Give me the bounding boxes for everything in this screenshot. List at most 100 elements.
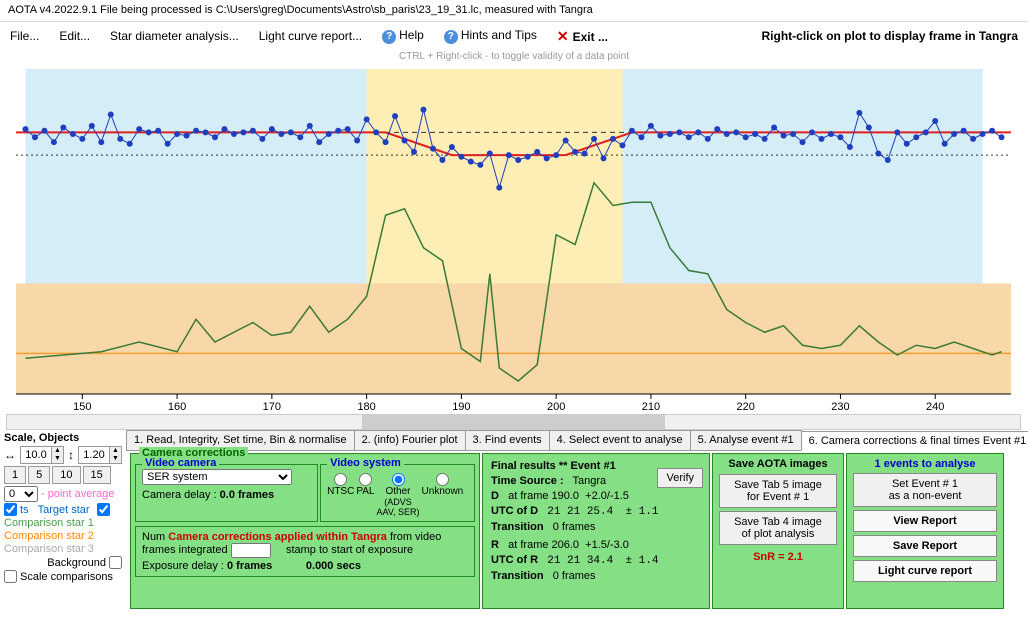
up-arrow-icon[interactable]: ▲ xyxy=(51,447,63,455)
from-video-label: from video xyxy=(390,531,441,543)
tab-bar: 1. Read, Integrity, Set time, Bin & norm… xyxy=(126,430,1028,451)
scrollbar-thumb[interactable] xyxy=(362,415,666,429)
point-avg-label: - point average xyxy=(41,488,114,500)
chk-scale-comp[interactable] xyxy=(4,570,17,583)
right-click-hint: Right-click on plot to display frame in … xyxy=(762,29,1018,43)
menu-file[interactable]: File... xyxy=(10,29,39,43)
down-arrow-icon[interactable]: ▼ xyxy=(51,455,63,463)
h-arrows-icon[interactable]: ↔ xyxy=(4,448,16,462)
chk-background[interactable] xyxy=(109,556,122,569)
horizontal-scrollbar[interactable] xyxy=(6,414,1021,430)
num-label: Num xyxy=(142,531,165,543)
comp2-label: Comparison star 2 xyxy=(4,530,94,542)
tab-5[interactable]: 5. Analyse event #1 xyxy=(690,430,802,450)
radio-unknown[interactable] xyxy=(436,473,449,486)
menu-exit-label: Exit ... xyxy=(573,30,608,44)
timesrc-value: Tangra xyxy=(573,475,607,487)
ctrl-hint: CTRL + Right-click - to toggle validity … xyxy=(0,50,1028,64)
btn-1[interactable]: 1 xyxy=(4,466,26,484)
analyse-hdr: 1 events to analyse xyxy=(853,458,997,470)
menu-edit[interactable]: Edit... xyxy=(59,29,90,43)
ntsc-label: NTSC xyxy=(327,486,354,497)
svg-text:160: 160 xyxy=(168,401,186,413)
timesrc-label: Time Source : xyxy=(491,475,564,487)
save-tab4-button[interactable]: Save Tab 4 image of plot analysis xyxy=(719,511,837,545)
save-tab5-button[interactable]: Save Tab 5 image for Event # 1 xyxy=(719,474,837,508)
svg-text:190: 190 xyxy=(452,401,470,413)
radio-other[interactable] xyxy=(392,473,405,486)
trans2: Transition 0 frames xyxy=(491,570,701,582)
scale-comp-label: Scale comparisons xyxy=(20,571,113,583)
view-report-button[interactable]: View Report xyxy=(853,510,997,532)
utcd-value: 21 21 25.4 xyxy=(547,506,613,518)
save-hdr: Save AOTA images xyxy=(719,458,837,470)
analyse-panel: 1 events to analyse Set Event # 1 as a n… xyxy=(846,453,1004,609)
scale-y-spinner[interactable]: ▲▼ xyxy=(78,446,122,464)
window-title: AOTA v4.2022.9.1 File being processed is… xyxy=(0,0,1028,22)
menu-bar: File... Edit... Star diameter analysis..… xyxy=(0,22,1028,50)
menu-exit[interactable]: ✕ Exit ... xyxy=(557,28,608,45)
svg-text:180: 180 xyxy=(357,401,375,413)
verify-button[interactable]: Verify xyxy=(657,468,703,488)
light-curve-chart[interactable]: 150160170180190200210220230240 xyxy=(6,64,1021,414)
save-images-panel: Save AOTA images Save Tab 5 image for Ev… xyxy=(712,453,844,609)
menu-star-diameter[interactable]: Star diameter analysis... xyxy=(110,29,239,43)
svg-text:210: 210 xyxy=(642,401,660,413)
scale-objects-label: Scale, Objects xyxy=(4,432,122,444)
svg-text:150: 150 xyxy=(73,401,91,413)
menu-hints-label: Hints and Tips xyxy=(461,28,537,42)
scale-x-spinner[interactable]: ▲▼ xyxy=(20,446,64,464)
frames-int-label: frames integrated xyxy=(142,544,228,556)
menu-help-label: Help xyxy=(399,28,424,42)
chk-ts[interactable] xyxy=(4,503,17,516)
tab-4[interactable]: 4. Select event to analyse xyxy=(549,430,691,450)
r-line: R at frame 206.0 +1.5/-3.0 xyxy=(491,539,701,551)
tab-2[interactable]: 2. (info) Fourier plot xyxy=(354,430,466,450)
camera-system-select[interactable]: SER system xyxy=(142,469,292,485)
target-star-label: Target star xyxy=(38,504,90,516)
menu-help[interactable]: ?Help xyxy=(382,28,424,44)
camera-corrections-panel: Camera corrections Video camera SER syst… xyxy=(130,453,480,609)
save-report-button[interactable]: Save Report xyxy=(853,535,997,557)
chk-target[interactable] xyxy=(97,503,110,516)
camera-delay-label: Camera delay : 0.0 frames xyxy=(142,489,311,501)
unknown-label: Unknown xyxy=(422,486,464,497)
v-arrows-icon[interactable]: ↕ xyxy=(68,448,74,462)
video-camera-title: Video camera xyxy=(142,457,219,469)
up-arrow-icon[interactable]: ▲ xyxy=(109,447,121,455)
btn-10[interactable]: 10 xyxy=(52,466,80,484)
menu-light-curve[interactable]: Light curve report... xyxy=(259,29,362,43)
pal-label: PAL xyxy=(356,486,374,497)
chart-svg: 150160170180190200210220230240 xyxy=(6,64,1021,414)
utcr-value: 21 21 34.4 xyxy=(547,555,613,567)
scale-y-input[interactable] xyxy=(79,449,109,461)
down-arrow-icon[interactable]: ▼ xyxy=(109,455,121,463)
utcd-label: UTC of D xyxy=(491,505,538,517)
comp3-label: Comparison star 3 xyxy=(4,543,94,555)
corrections-applied: Camera corrections applied within Tangra xyxy=(168,531,387,543)
frames-int-input[interactable] xyxy=(231,543,271,558)
comp1-label: Comparison star 1 xyxy=(4,517,94,529)
set-nonevent-button[interactable]: Set Event # 1 as a non-event xyxy=(853,473,997,507)
btn-15[interactable]: 15 xyxy=(83,466,111,484)
ts-label: ts xyxy=(20,504,29,516)
tab-6[interactable]: 6. Camera corrections & final times Even… xyxy=(801,431,1028,451)
scale-x-input[interactable] xyxy=(21,449,51,461)
tab-3[interactable]: 3. Find events xyxy=(465,430,550,450)
btn-5[interactable]: 5 xyxy=(28,466,50,484)
svg-text:170: 170 xyxy=(263,401,281,413)
radio-pal[interactable] xyxy=(359,473,372,486)
final-results-panel: Final results ** Event #1 Verify Time So… xyxy=(482,453,710,609)
hints-icon: ? xyxy=(444,30,458,44)
utcd-pm: ± 1.1 xyxy=(625,506,658,518)
point-avg-select[interactable]: 0 xyxy=(4,486,38,502)
background-label: Background xyxy=(47,557,106,569)
close-icon: ✕ xyxy=(557,28,569,44)
svg-text:220: 220 xyxy=(736,401,754,413)
radio-ntsc[interactable] xyxy=(334,473,347,486)
light-curve-report-button[interactable]: Light curve report xyxy=(853,560,997,582)
svg-text:230: 230 xyxy=(831,401,849,413)
svg-text:240: 240 xyxy=(926,401,944,413)
menu-hints[interactable]: ?Hints and Tips xyxy=(444,28,537,44)
bottom-panel: Camera corrections Video camera SER syst… xyxy=(126,451,1028,611)
